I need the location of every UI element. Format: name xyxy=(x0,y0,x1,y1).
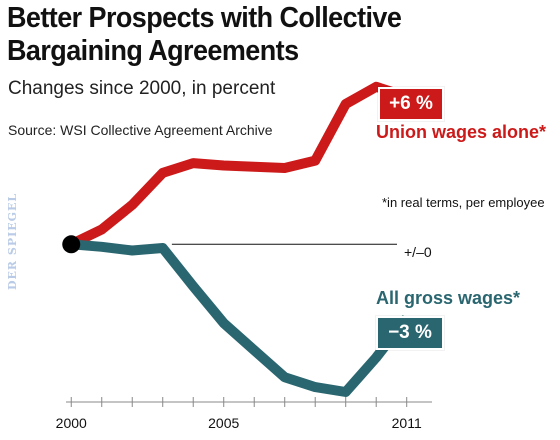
gross-wages-line xyxy=(70,239,411,397)
gross-wages-series-label: All gross wages* xyxy=(376,288,521,308)
gross-wages-value-badge: −3 % xyxy=(376,316,444,350)
union-wages-value-badge: +6 % xyxy=(378,87,444,121)
union-wages-series-label: Union wages alone* xyxy=(376,122,547,142)
chart-source: Source: WSI Collective Agreement Archive xyxy=(8,122,273,138)
chart-subtitle: Changes since 2000, in percent xyxy=(8,78,276,99)
origin-point xyxy=(62,235,81,254)
x-tick-label-2011: 2011 xyxy=(392,415,422,431)
x-tick-label-2000: 2000 xyxy=(56,415,87,431)
chart-title: Better Prospects with Collective Bargain… xyxy=(7,2,402,67)
zero-line-label: +/–0 xyxy=(404,244,432,260)
x-tick-label-2005: 2005 xyxy=(208,415,239,431)
chart-footnote: *in real terms, per employee xyxy=(382,195,545,210)
publisher-watermark: DER SPIEGEL xyxy=(6,192,19,290)
union-wages-line xyxy=(69,81,409,249)
